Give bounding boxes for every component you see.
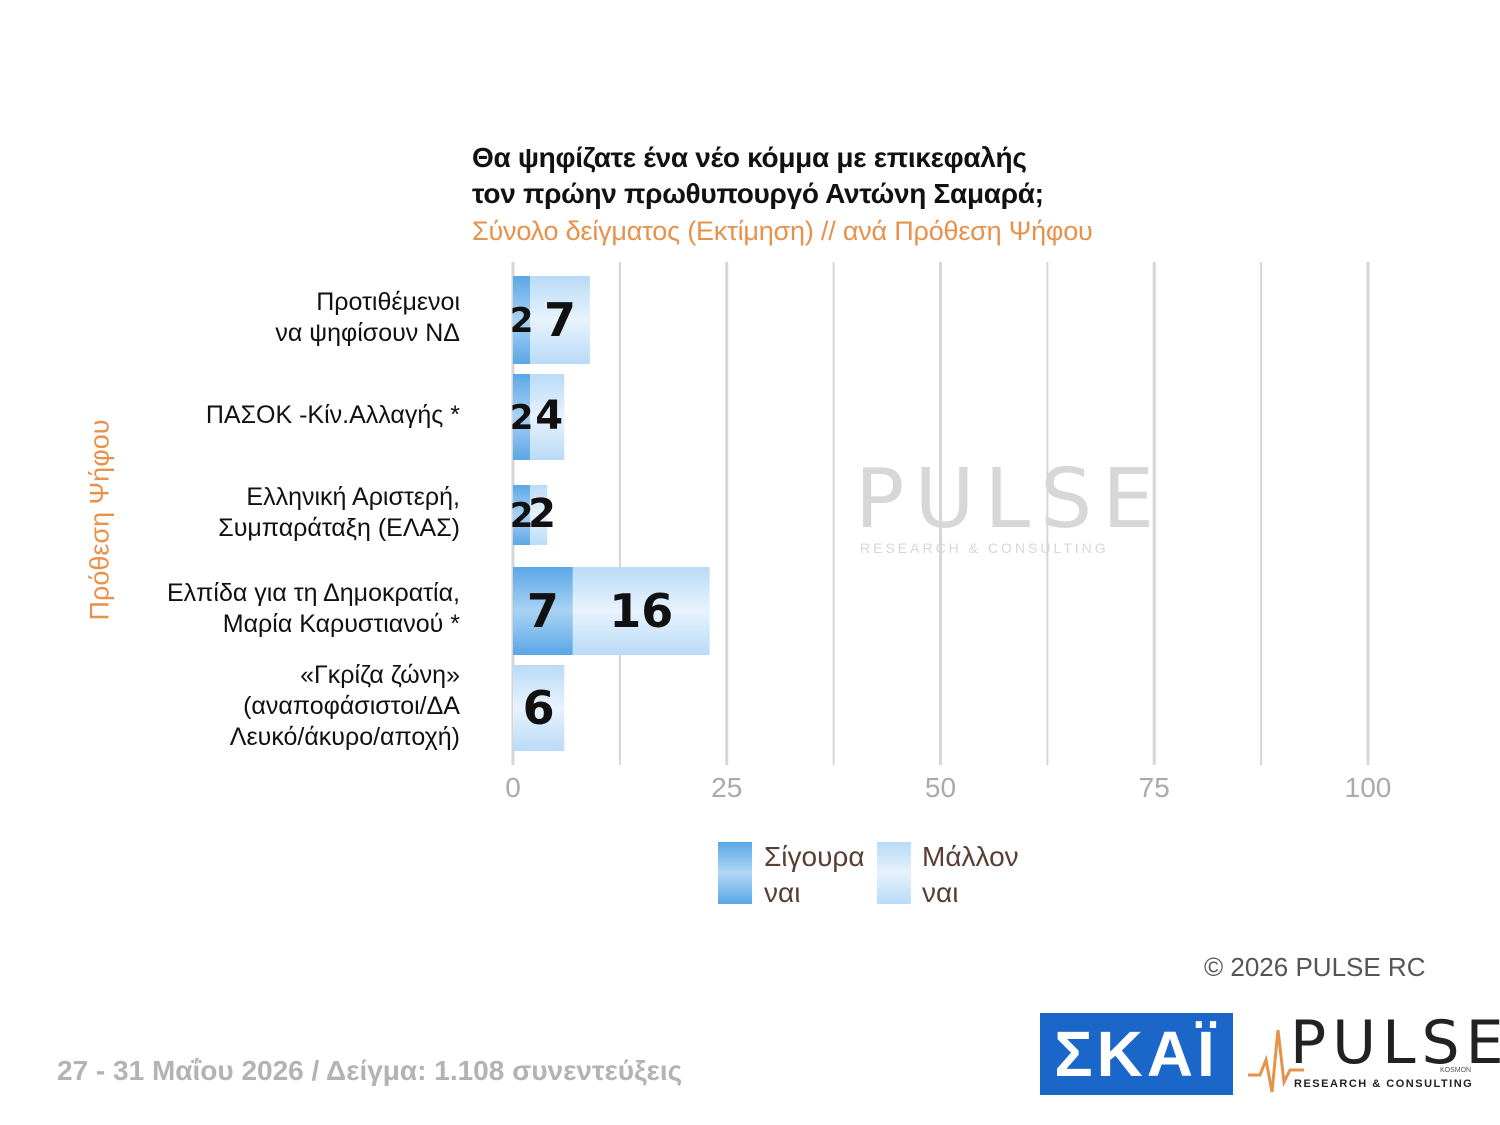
- footer-date-sample: 27 - 31 Μαΐου 2026 / Δείγμα: 1.108 συνεν…: [57, 1055, 683, 1086]
- bar-sigoura: [513, 374, 531, 460]
- bar-value-label: 2: [510, 301, 534, 341]
- category-label: Ελπίδα για τη Δημοκρατία, Μαρία Καρυστιαν…: [166, 579, 460, 638]
- bar-value-label: 6: [523, 681, 555, 735]
- pulse-logo: PULSE: [1290, 1008, 1500, 1078]
- pulse-logo-sub: RESEARCH & CONSULTING: [1294, 1078, 1474, 1090]
- bar-mallon: [513, 665, 565, 751]
- bar-sigoura: [513, 276, 531, 364]
- chart-subtitle: Σύνολο δείγματος (Εκτίμηση) // ανά Πρόθε…: [472, 216, 1093, 246]
- legend-label-sigoura: Σίγουρα ναι: [764, 841, 865, 908]
- bar-value-label: 4: [535, 393, 563, 439]
- bar-mallon: [530, 374, 565, 460]
- chart-title: Θα ψηφίζατε ένα νέο κόμμα με επικεφαλής …: [472, 140, 1044, 212]
- bar-value-label: 2: [510, 496, 534, 536]
- pulse-logo-wave-icon: [1248, 1029, 1304, 1093]
- category-label: Ελληνική Αριστερή, Συμπαράταξη (ΕΛΑΣ): [218, 483, 460, 542]
- x-tick-label: 25: [711, 772, 743, 803]
- chart-title-line2: τον πρώην πρωθυπουργό Αντώνη Σαμαρά;: [472, 178, 1044, 209]
- bar-mallon: [572, 567, 710, 655]
- bar-value-label: 16: [609, 584, 673, 638]
- bar-value-label: 2: [528, 491, 556, 537]
- watermark-sub: RESEARCH & CONSULTING: [860, 540, 1109, 556]
- category-label: Προτιθέμενοι να ψηφίσουν ΝΔ: [275, 288, 460, 347]
- x-tick-label: 75: [1138, 772, 1170, 803]
- legend-label-mallon: Μάλλον ναι: [922, 841, 1019, 908]
- legend-swatch-mallon: [877, 842, 911, 904]
- bar-value-label: 7: [544, 293, 576, 347]
- bar-mallon: [530, 276, 590, 364]
- category-label: «Γκρίζα ζώνη» (αναποφάσιστοι/ΔΑ Λευκό/άκυρ…: [229, 660, 460, 751]
- category-label: ΠΑΣΟΚ -Κίν.Αλλαγής *: [205, 400, 460, 429]
- x-tick-label: 50: [924, 772, 957, 803]
- bar-sigoura: [513, 485, 531, 545]
- bar-value-label: 2: [510, 398, 534, 438]
- legend-swatch-sigoura: [718, 842, 752, 904]
- x-tick-label: 100: [1344, 772, 1392, 803]
- bar-sigoura: [513, 567, 573, 655]
- watermark-word: PULSE: [855, 452, 1165, 547]
- chart-title-line1: Θα ψηφίζατε ένα νέο κόμμα με επικεφαλής: [472, 142, 1027, 173]
- bar-value-label: 7: [527, 584, 559, 638]
- bar-mallon: [530, 485, 548, 545]
- skai-logo: ΣΚΑΪ: [1040, 1013, 1233, 1095]
- x-tick-label: 0: [505, 772, 521, 803]
- copyright: © 2026 PULSE RC: [1204, 952, 1426, 982]
- pulse-logo-kosmon: KOSMON: [1440, 1067, 1472, 1074]
